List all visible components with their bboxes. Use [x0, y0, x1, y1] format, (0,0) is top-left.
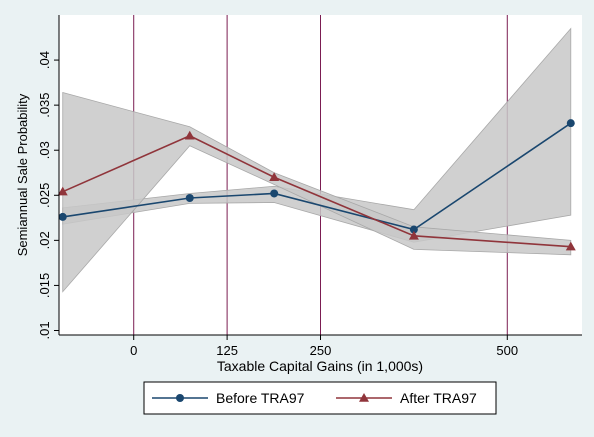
x-tick-label: 500 — [496, 343, 518, 358]
data-point-series-2 — [408, 230, 419, 240]
y-tick-label: .03 — [37, 141, 52, 159]
legend-marker-series-2 — [359, 393, 369, 402]
legend: Before TRA97 After TRA97 — [152, 390, 477, 406]
data-point-series-2 — [269, 172, 280, 182]
x-tick-label: 125 — [216, 343, 238, 358]
y-axis-label: Semiannual Sale Probability — [15, 93, 30, 256]
data-point-series-1 — [185, 193, 194, 202]
confidence-band-series-1 — [62, 27, 572, 243]
y-tick-label: .04 — [37, 51, 52, 69]
confidence-band-series-2 — [62, 91, 572, 293]
x-tick-label: 0 — [130, 343, 137, 358]
y-tick-label: .01 — [37, 321, 52, 339]
data-point-series-1 — [409, 225, 418, 234]
y-axis-ticks: .01 .015 .02 .025 .03 .035 .04 — [37, 51, 59, 340]
y-tick-label: .025 — [37, 183, 52, 208]
data-point-series-2 — [184, 130, 195, 140]
data-point-series-1 — [58, 212, 67, 221]
x-axis-label: Taxable Capital Gains (in 1,000s) — [217, 358, 423, 374]
y-tick-label: .015 — [37, 273, 52, 298]
legend-label-series-1: Before TRA97 — [216, 390, 305, 406]
x-axis-ticks: 0 125 250 500 — [130, 335, 518, 358]
legend-marker-series-1 — [176, 394, 184, 402]
x-tick-label: 250 — [310, 343, 332, 358]
series-markers — [57, 119, 576, 251]
confidence-bands — [62, 27, 572, 293]
y-tick-label: .02 — [37, 231, 52, 249]
data-point-series-1 — [270, 189, 279, 198]
y-tick-label: .035 — [37, 92, 52, 117]
legend-label-series-2: After TRA97 — [400, 390, 477, 406]
data-point-series-2 — [57, 186, 68, 196]
data-point-series-2 — [565, 241, 576, 251]
data-point-series-1 — [566, 119, 575, 128]
